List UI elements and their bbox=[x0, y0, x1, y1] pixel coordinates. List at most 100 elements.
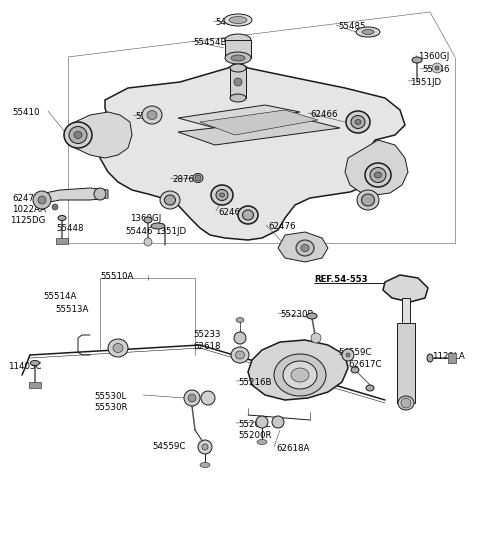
Ellipse shape bbox=[257, 440, 267, 444]
Text: 62466: 62466 bbox=[310, 110, 337, 119]
Ellipse shape bbox=[113, 343, 123, 352]
Text: 54559C: 54559C bbox=[338, 348, 372, 357]
Text: 55446: 55446 bbox=[422, 65, 449, 74]
Text: 55200R: 55200R bbox=[238, 431, 272, 440]
Circle shape bbox=[201, 391, 215, 405]
Ellipse shape bbox=[144, 217, 152, 223]
Text: 1360GJ: 1360GJ bbox=[130, 214, 161, 223]
Circle shape bbox=[272, 416, 284, 428]
Text: 55454B: 55454B bbox=[193, 38, 227, 47]
Text: 62476: 62476 bbox=[268, 222, 296, 231]
Ellipse shape bbox=[283, 361, 317, 389]
Bar bbox=[402, 298, 410, 323]
Text: 55455: 55455 bbox=[135, 112, 163, 121]
Bar bbox=[225, 40, 251, 58]
Circle shape bbox=[184, 390, 200, 406]
Bar bbox=[448, 353, 456, 363]
Ellipse shape bbox=[412, 57, 422, 63]
Polygon shape bbox=[200, 110, 318, 135]
Bar bbox=[56, 238, 68, 244]
Bar bbox=[397, 323, 415, 403]
Ellipse shape bbox=[225, 34, 251, 46]
Ellipse shape bbox=[229, 17, 247, 24]
Text: 55410: 55410 bbox=[12, 108, 39, 117]
Ellipse shape bbox=[224, 14, 252, 26]
Ellipse shape bbox=[346, 111, 370, 133]
Ellipse shape bbox=[370, 167, 386, 182]
Ellipse shape bbox=[31, 360, 39, 365]
Ellipse shape bbox=[274, 354, 326, 396]
Ellipse shape bbox=[147, 110, 157, 119]
Text: 62618: 62618 bbox=[193, 342, 220, 351]
Ellipse shape bbox=[291, 368, 309, 382]
Ellipse shape bbox=[238, 206, 258, 224]
Ellipse shape bbox=[193, 173, 203, 182]
Ellipse shape bbox=[361, 194, 374, 206]
Ellipse shape bbox=[307, 313, 317, 319]
Text: 55485: 55485 bbox=[338, 22, 365, 31]
Text: 55513A: 55513A bbox=[55, 305, 88, 314]
Text: 54559C: 54559C bbox=[152, 442, 185, 451]
Ellipse shape bbox=[236, 351, 244, 359]
Ellipse shape bbox=[165, 195, 176, 205]
Text: 1351JD: 1351JD bbox=[155, 227, 186, 236]
Circle shape bbox=[198, 440, 212, 454]
Circle shape bbox=[234, 78, 242, 86]
Polygon shape bbox=[35, 188, 108, 205]
Bar bbox=[29, 382, 41, 388]
Circle shape bbox=[435, 66, 439, 70]
Text: 55510A: 55510A bbox=[100, 272, 133, 281]
Circle shape bbox=[256, 416, 268, 428]
Ellipse shape bbox=[351, 367, 359, 373]
Ellipse shape bbox=[357, 190, 379, 210]
Circle shape bbox=[202, 444, 208, 450]
Ellipse shape bbox=[301, 244, 309, 251]
Ellipse shape bbox=[230, 94, 246, 102]
Ellipse shape bbox=[365, 163, 391, 187]
Circle shape bbox=[346, 353, 350, 357]
Text: 54916: 54916 bbox=[215, 18, 242, 27]
Polygon shape bbox=[383, 275, 428, 302]
Ellipse shape bbox=[398, 396, 414, 410]
Text: 1351JD: 1351JD bbox=[410, 78, 441, 87]
Circle shape bbox=[38, 196, 46, 204]
Circle shape bbox=[432, 63, 442, 73]
Ellipse shape bbox=[366, 385, 374, 391]
Circle shape bbox=[311, 333, 321, 343]
Ellipse shape bbox=[427, 354, 433, 362]
Polygon shape bbox=[278, 232, 328, 262]
Ellipse shape bbox=[151, 223, 165, 229]
Text: 55514A: 55514A bbox=[43, 292, 76, 301]
Ellipse shape bbox=[69, 126, 87, 144]
Ellipse shape bbox=[242, 210, 253, 220]
Text: 62477: 62477 bbox=[12, 194, 39, 203]
Text: 55530L: 55530L bbox=[94, 392, 126, 401]
Ellipse shape bbox=[211, 185, 233, 205]
Polygon shape bbox=[68, 112, 132, 158]
Ellipse shape bbox=[374, 172, 382, 178]
Text: 28761: 28761 bbox=[172, 175, 200, 184]
Polygon shape bbox=[178, 118, 340, 145]
Circle shape bbox=[188, 394, 196, 402]
Text: 55448: 55448 bbox=[56, 224, 84, 233]
Circle shape bbox=[234, 332, 246, 344]
Ellipse shape bbox=[355, 119, 361, 124]
Ellipse shape bbox=[296, 240, 314, 256]
Text: 11403C: 11403C bbox=[8, 362, 41, 371]
Polygon shape bbox=[345, 140, 408, 195]
Ellipse shape bbox=[225, 52, 251, 64]
Text: 62618A: 62618A bbox=[276, 444, 310, 453]
Ellipse shape bbox=[236, 317, 244, 322]
Ellipse shape bbox=[160, 191, 180, 209]
Polygon shape bbox=[178, 105, 300, 128]
Text: 55216B: 55216B bbox=[238, 378, 272, 387]
Bar bbox=[230, 68, 246, 98]
Text: 1125DG: 1125DG bbox=[10, 216, 46, 225]
Text: 55446: 55446 bbox=[125, 227, 153, 236]
Circle shape bbox=[195, 175, 201, 181]
Text: 55530R: 55530R bbox=[94, 403, 128, 412]
Text: 55200L: 55200L bbox=[238, 420, 270, 429]
Circle shape bbox=[342, 349, 354, 361]
Ellipse shape bbox=[219, 193, 225, 197]
Text: 1129LA: 1129LA bbox=[432, 352, 465, 361]
